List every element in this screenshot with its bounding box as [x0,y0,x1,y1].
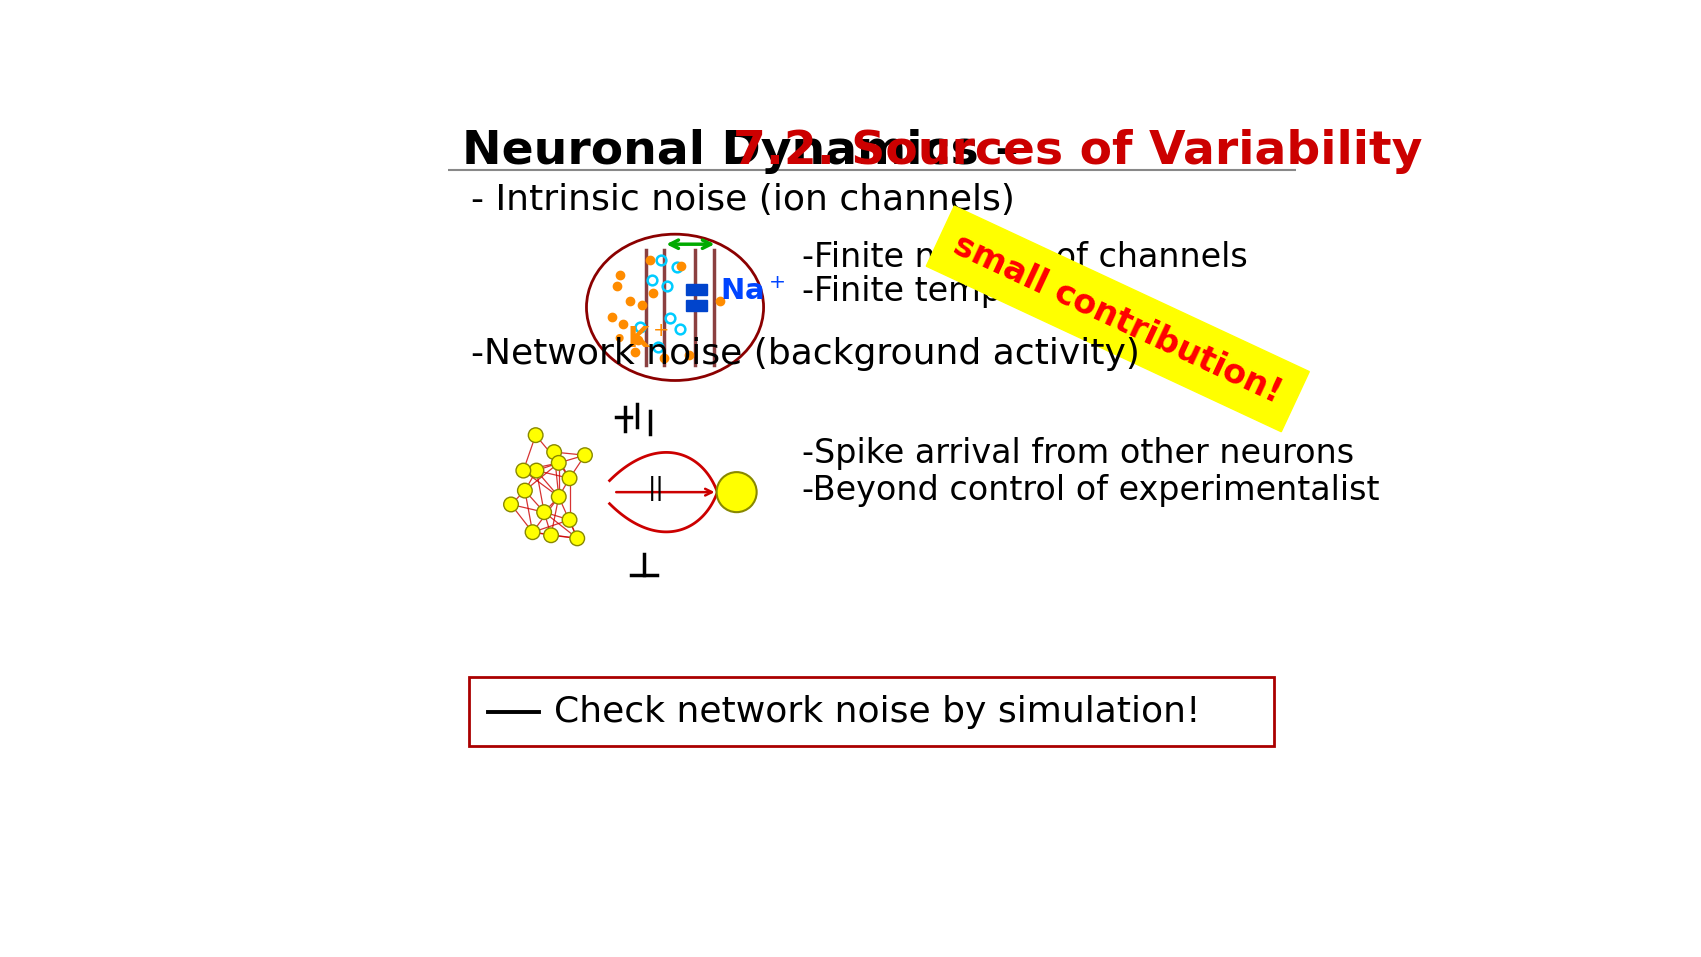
Text: $\bullet$K$^+$: $\bullet$K$^+$ [609,325,668,354]
Text: -Finite temperature: -Finite temperature [803,276,1124,308]
Text: ||: || [648,476,663,501]
Text: small contribution!: small contribution! [949,228,1288,410]
Bar [686,284,708,295]
Circle shape [529,463,544,478]
FancyBboxPatch shape [469,677,1274,746]
Circle shape [578,448,592,462]
Circle shape [529,428,543,442]
Text: -Network noise (background activity): -Network noise (background activity) [471,337,1140,370]
Circle shape [551,489,566,504]
Text: -Finite number of channels: -Finite number of channels [803,241,1249,274]
Circle shape [563,513,577,527]
Circle shape [538,505,551,520]
Circle shape [526,524,539,540]
Text: Neuronal Dynamics –: Neuronal Dynamics – [461,129,1034,174]
Circle shape [503,497,519,512]
Circle shape [546,445,561,459]
Text: - Intrinsic noise (ion channels): - Intrinsic noise (ion channels) [471,183,1015,216]
Text: Na$^+$: Na$^+$ [720,278,784,306]
Text: 7.2. Sources of Variability: 7.2. Sources of Variability [733,129,1422,174]
Circle shape [544,528,558,543]
Circle shape [570,531,585,545]
Circle shape [563,471,577,485]
Text: -Beyond control of experimentalist: -Beyond control of experimentalist [803,474,1380,507]
Text: Check network noise by simulation!: Check network noise by simulation! [555,695,1201,728]
Circle shape [517,483,532,498]
Circle shape [551,456,566,470]
Text: -Spike arrival from other neurons: -Spike arrival from other neurons [803,437,1354,470]
Circle shape [515,463,531,478]
Circle shape [716,472,757,512]
Bar [686,300,708,311]
